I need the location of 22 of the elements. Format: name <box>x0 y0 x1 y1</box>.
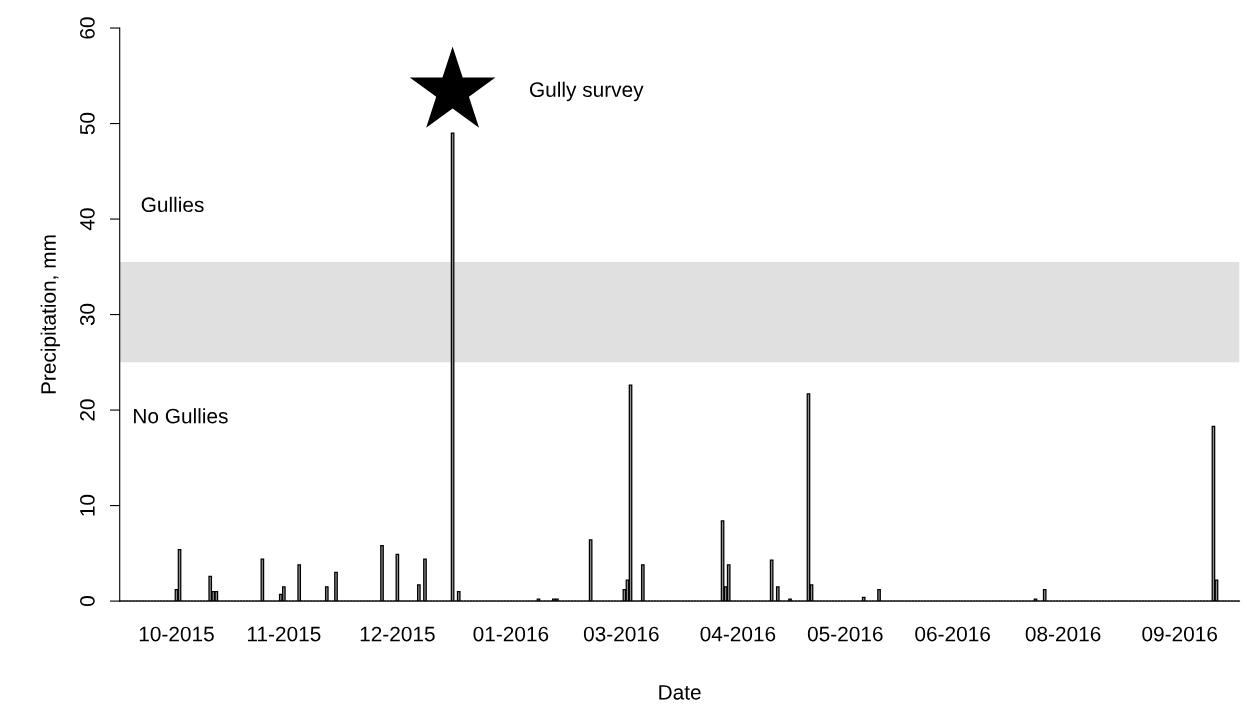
y-tick-label: 50 <box>80 112 95 135</box>
x-tick-label: 11-2015 <box>247 626 321 642</box>
x-tick-label: 04-2016 <box>700 626 776 642</box>
x-tick-label: 08-2016 <box>1025 626 1101 642</box>
x-axis-title: Date <box>659 685 701 700</box>
x-tick-label: 12-2015 <box>360 626 435 642</box>
y-tick-label: 20 <box>80 399 95 421</box>
x-tick-label: 10-2015 <box>139 626 214 642</box>
x-tick-label: 06-2016 <box>915 626 990 642</box>
y-axis-title: Precipitation, mm <box>40 235 61 394</box>
annotation: Gullies <box>141 196 204 213</box>
x-tick-label: 01-2016 <box>473 626 549 642</box>
y-tick-label: 40 <box>80 208 95 231</box>
y-tick-label: 10 <box>80 494 95 516</box>
x-tick-label: 05-2016 <box>807 626 883 642</box>
y-tick-label: 30 <box>80 303 95 326</box>
y-tick-label: 60 <box>80 17 95 39</box>
annotation: No Gullies <box>134 408 228 424</box>
y-tick-label: 0 <box>80 596 95 607</box>
x-tick-label: 09-2016 <box>1142 626 1218 642</box>
x-tick-label: 03-2016 <box>583 626 659 642</box>
annotation: Gully survey <box>530 81 644 102</box>
